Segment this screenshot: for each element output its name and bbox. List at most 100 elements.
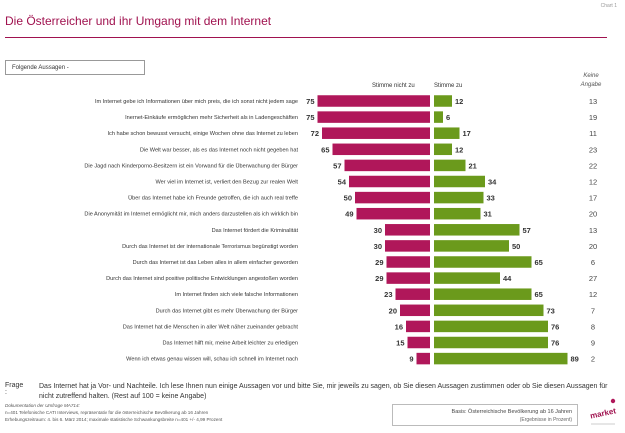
value-keine-angabe: 8 (591, 322, 595, 331)
statement-label: Die Welt war besser, als es das Internet… (140, 147, 299, 153)
value-stimme-zu: 65 (535, 258, 543, 267)
value-keine-angabe: 20 (589, 210, 597, 219)
doc-title: Dokumentation der Umfrage MA714: (5, 403, 80, 408)
value-keine-angabe: 20 (589, 242, 597, 251)
value-stimme-zu: 50 (512, 242, 520, 251)
bar-stimme-nicht-zu (356, 207, 430, 220)
statement-label: Die Jagd nach Kinderporno-Besitzern ist … (84, 162, 298, 169)
bar-stimme-nicht-zu (355, 191, 430, 204)
value-stimme-zu: 57 (523, 226, 531, 235)
value-stimme-zu: 65 (535, 290, 543, 299)
value-keine-angabe: 13 (589, 226, 597, 235)
statement-label: Ich habe schon bewusst versucht, einige … (107, 131, 298, 137)
value-stimme-zu: 31 (484, 210, 492, 219)
doc-sample: n=401 Telefonische CATI Interviews, repr… (5, 410, 209, 415)
bar-stimme-zu (434, 207, 481, 220)
bar-stimme-nicht-zu (416, 352, 430, 365)
bar-stimme-zu (434, 191, 484, 204)
market-logo: market (589, 398, 617, 425)
statement-label: Im Internet gebe ich Informationen über … (95, 99, 298, 105)
basis-subtext: (Ergebnisse in Prozent) (519, 417, 572, 423)
value-stimme-zu: 89 (571, 355, 579, 364)
value-keine-angabe: 6 (591, 258, 595, 267)
bar-stimme-zu (434, 111, 443, 123)
header-stimme-nicht-zu: Stimme nicht zu (372, 83, 415, 89)
logo-text: market (589, 406, 617, 420)
basis-box: Basis: Österreichische Bevölkerung ab 16… (392, 404, 578, 426)
value-keine-angabe: 17 (589, 194, 597, 203)
value-keine-angabe: 11 (589, 129, 597, 138)
value-keine-angabe: 23 (589, 145, 597, 154)
value-keine-angabe: 9 (591, 339, 595, 348)
bar-stimme-zu (434, 256, 532, 268)
bar-stimme-zu (434, 224, 520, 236)
statement-label: Das Internet hilft mir, meine Arbeit lei… (162, 341, 298, 347)
value-stimme-nicht-zu: 75 (306, 97, 314, 106)
value-stimme-nicht-zu: 15 (396, 339, 404, 348)
title-divider (5, 37, 607, 38)
bar-stimme-nicht-zu (395, 288, 430, 300)
bar-stimme-zu (434, 127, 460, 139)
bar-stimme-zu (434, 304, 544, 317)
diverging-bar-chart: Im Internet gebe ich Informationen über … (84, 95, 597, 365)
bar-stimme-zu (434, 352, 568, 365)
value-stimme-zu: 34 (488, 178, 497, 187)
bar-stimme-zu (434, 143, 452, 156)
value-keine-angabe: 19 (589, 113, 597, 122)
value-stimme-nicht-zu: 23 (384, 290, 392, 299)
value-keine-angabe: 27 (589, 274, 597, 283)
bar-stimme-zu (434, 240, 509, 252)
value-stimme-zu: 76 (551, 322, 559, 331)
bar-stimme-nicht-zu (385, 224, 430, 236)
bar-stimme-zu (434, 95, 452, 107)
value-keine-angabe: 12 (589, 290, 597, 299)
value-stimme-zu: 76 (551, 339, 559, 348)
value-stimme-zu: 33 (487, 194, 495, 203)
survey-documentation: Dokumentation der Umfrage MA714: n=401 T… (5, 402, 385, 423)
value-keine-angabe: 22 (589, 161, 597, 170)
value-stimme-nicht-zu: 30 (374, 226, 382, 235)
value-stimme-zu: 12 (455, 97, 463, 106)
bar-stimme-zu (434, 175, 485, 188)
value-stimme-zu: 73 (547, 306, 555, 315)
value-keine-angabe: 12 (589, 178, 597, 187)
value-keine-angabe: 13 (589, 97, 597, 106)
bar-stimme-nicht-zu (400, 304, 430, 317)
value-stimme-zu: 21 (469, 161, 477, 170)
page-title: Die Österreicher und ihr Umgang mit dem … (5, 14, 272, 28)
chart-number-label: Chart 1 (600, 3, 617, 9)
value-stimme-zu: 17 (463, 129, 471, 138)
bar-stimme-nicht-zu (349, 175, 430, 188)
value-stimme-nicht-zu: 49 (345, 210, 353, 219)
value-stimme-nicht-zu: 29 (375, 258, 383, 267)
bar-stimme-zu (434, 320, 548, 333)
bar-stimme-zu (434, 159, 466, 172)
value-keine-angabe: 2 (591, 355, 595, 364)
value-stimme-nicht-zu: 29 (375, 274, 383, 283)
value-stimme-nicht-zu: 50 (344, 194, 352, 203)
bar-stimme-nicht-zu (386, 272, 430, 284)
header-keine-angabe: Keine Angabe (571, 72, 611, 90)
doc-period: Erhebungszeitraum: 4. bis 6. März 2014; … (5, 417, 223, 422)
value-stimme-nicht-zu: 54 (338, 178, 347, 187)
statements-header-box: Folgende Aussagen - (5, 60, 145, 75)
bar-stimme-nicht-zu (407, 336, 430, 349)
value-stimme-zu: 12 (455, 145, 463, 154)
statement-label: Durch das Internet ist das Leben alles i… (133, 260, 298, 266)
question-label: Frage : (5, 382, 24, 396)
statement-label: Durch das Internet sind positive politis… (106, 276, 298, 282)
bar-stimme-zu (434, 288, 532, 300)
value-stimme-nicht-zu: 75 (306, 113, 314, 122)
bar-stimme-nicht-zu (322, 127, 430, 139)
statement-label: Das Internet hat die Menschen in aller W… (123, 324, 299, 330)
statement-label: Wer viel im Internet ist, verliert den B… (156, 180, 299, 186)
header-keine-line2: Angabe (580, 82, 602, 88)
statement-label: Im Internet finden sich viele falsche In… (175, 292, 298, 298)
question-text: Das Internet hat ja Vor- und Nachteile. … (39, 383, 608, 400)
bar-stimme-nicht-zu (406, 320, 430, 333)
bar-stimme-zu (434, 336, 548, 349)
statement-label: Die Anonymität im Internet ermöglicht mi… (84, 212, 298, 218)
value-stimme-zu: 44 (503, 274, 512, 283)
statement-label: Das Internet fördert die Kriminalität (212, 228, 299, 234)
bar-stimme-nicht-zu (386, 256, 430, 268)
